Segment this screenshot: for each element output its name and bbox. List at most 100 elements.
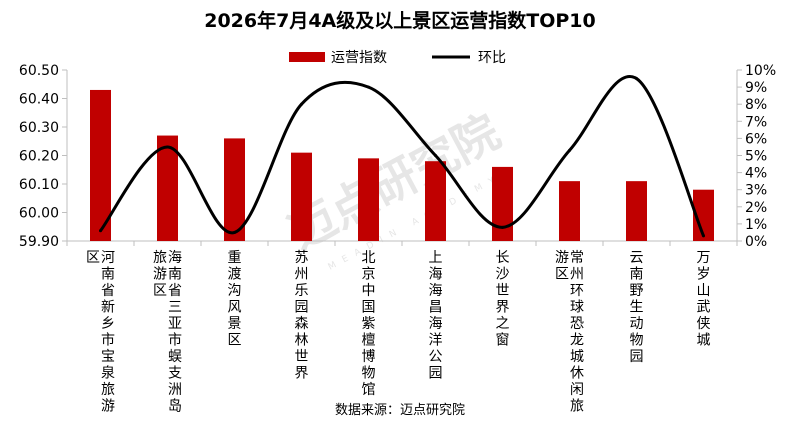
chart-title: 2026年7月4A级及以上景区运营指数TOP10 xyxy=(204,9,596,32)
right-tick-label: 4% xyxy=(745,166,767,182)
category-char: 休 xyxy=(570,366,584,382)
watermark: 迈点研究院 MEADIN ACADEMY xyxy=(280,104,508,273)
bar xyxy=(224,138,245,241)
category-char: 渡 xyxy=(228,267,242,283)
category-char: 国 xyxy=(362,300,376,316)
line-point xyxy=(635,77,638,81)
line-point xyxy=(434,154,437,157)
category-char: 风 xyxy=(228,300,242,316)
category-char: 海 xyxy=(429,283,443,299)
right-axis-ticks: 0%1%2%3%4%5% 6%7%8%9%10% xyxy=(737,63,776,250)
category-char: 河 xyxy=(101,250,115,266)
bar xyxy=(291,152,312,241)
bar xyxy=(492,166,513,241)
category-char: 旅 xyxy=(101,382,115,398)
category-char: 乐 xyxy=(295,283,309,299)
category-char: 园 xyxy=(630,349,644,365)
line-path xyxy=(99,75,705,237)
category-char: 恐 xyxy=(570,316,584,332)
category-char: 城 xyxy=(570,349,584,365)
line-point xyxy=(300,102,303,106)
bar xyxy=(157,135,178,241)
category-char: 市 xyxy=(101,332,115,349)
category-char: 武 xyxy=(697,300,711,316)
category-char: 博 xyxy=(362,348,376,365)
right-tick-label: 8% xyxy=(745,97,767,113)
category-char: 上 xyxy=(429,250,443,266)
category-char: 林 xyxy=(295,333,309,349)
category-char: 窗 xyxy=(496,332,510,349)
category-char: 馆 xyxy=(362,382,376,398)
category-char: 海 xyxy=(429,316,443,332)
line-point xyxy=(233,230,236,234)
category-char: 旅 xyxy=(570,399,584,415)
right-tick-label: 6% xyxy=(745,131,767,147)
category-char: 州 xyxy=(295,267,309,283)
right-tick-label: 7% xyxy=(745,114,767,130)
category-char: 常 xyxy=(570,250,584,266)
left-tick-label: 60.20 xyxy=(19,149,59,165)
category-char: 乡 xyxy=(101,316,115,332)
left-tick-label: 60.10 xyxy=(19,177,59,193)
line-point xyxy=(166,145,169,149)
category-char: 城 xyxy=(697,333,711,349)
category-char: 闲 xyxy=(570,382,584,398)
bar-series xyxy=(90,89,714,241)
left-tick-label: 60.00 xyxy=(19,206,59,222)
category-char: 沙 xyxy=(496,267,510,283)
category-char: 省 xyxy=(101,283,115,299)
bar xyxy=(425,161,446,241)
right-tick-label: 5% xyxy=(745,149,767,165)
right-tick-label: 3% xyxy=(745,183,767,199)
category-char: 生 xyxy=(630,300,644,316)
line-series xyxy=(99,75,705,238)
category-char: 世 xyxy=(496,283,510,299)
category-char: 园 xyxy=(429,366,443,382)
right-tick-label: 0% xyxy=(745,234,767,250)
legend: 运营指数 环比 xyxy=(289,50,506,66)
category-char: 沟 xyxy=(228,283,242,299)
category-char: 园 xyxy=(295,300,309,316)
category-char: 苏 xyxy=(295,250,309,266)
category-char: 森 xyxy=(295,316,309,332)
category-char: 动 xyxy=(630,316,644,332)
left-tick-label: 60.50 xyxy=(19,63,59,79)
category-char: 公 xyxy=(429,349,443,365)
category-char: 宝 xyxy=(101,349,115,365)
category-char: 界 xyxy=(496,300,510,316)
line-point xyxy=(501,225,504,229)
category-char: 京 xyxy=(362,267,376,283)
category-char: 岁 xyxy=(697,267,711,283)
line-point xyxy=(367,85,370,89)
category-char: 游 xyxy=(555,250,569,266)
category-char: 南 xyxy=(101,267,115,283)
category-char: 中 xyxy=(362,283,376,299)
category-char: 蜈 xyxy=(168,349,182,365)
category-char: 侠 xyxy=(697,316,711,332)
category-char: 北 xyxy=(362,250,376,266)
category-char: 南 xyxy=(630,267,644,283)
category-char: 物 xyxy=(630,333,644,349)
category-char: 州 xyxy=(570,267,584,283)
category-char: 三 xyxy=(168,300,182,316)
bar xyxy=(358,158,379,241)
line-point xyxy=(99,229,102,233)
category-char: 泉 xyxy=(101,365,115,382)
left-axis-ticks: 59.90 60.00 60.10 60.20 60.30 60.40 60.50 xyxy=(19,63,67,250)
category-char: 亚 xyxy=(168,316,182,332)
category-char: 龙 xyxy=(570,333,584,349)
left-tick-label: 60.30 xyxy=(19,120,59,136)
category-char: 野 xyxy=(630,283,644,299)
category-char: 游 xyxy=(101,399,115,415)
category-char: 环 xyxy=(570,283,584,299)
left-tick-label: 59.90 xyxy=(19,234,59,250)
